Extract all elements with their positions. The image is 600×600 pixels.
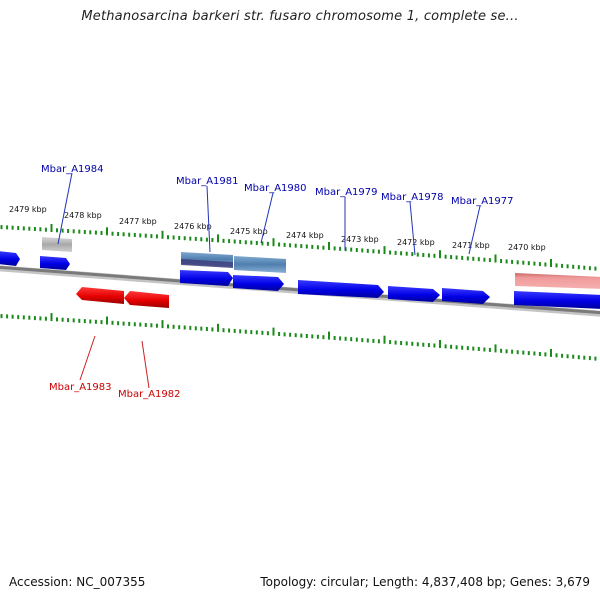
gene-arrow-mbar-a1981[interactable] xyxy=(180,270,233,286)
inner-tick-marks xyxy=(0,313,597,361)
kbp-label: 2478 kbp xyxy=(64,211,102,220)
map-title: Methanosarcina barkeri str. fusaro chrom… xyxy=(81,9,519,24)
gene-arrow-mbar-a1979[interactable] xyxy=(298,280,384,298)
gene-arrow-mbar-a1977[interactable] xyxy=(442,288,490,304)
feature-block[interactable] xyxy=(234,256,286,273)
leader-line xyxy=(57,172,73,245)
gene-arrow-mbar-a1978[interactable] xyxy=(388,286,440,302)
kbp-label: 2476 kbp xyxy=(174,222,212,231)
leader-line xyxy=(260,192,274,244)
gene-arrow-mbar-a1982[interactable] xyxy=(124,291,169,308)
outer-tick-marks xyxy=(0,224,597,271)
kbp-label: 2474 kbp xyxy=(286,231,324,240)
feature-blocks xyxy=(42,237,600,289)
gene-label-mbar-a1978[interactable]: Mbar_A1978 xyxy=(381,192,444,203)
gene-arrow-mbar-a1983[interactable] xyxy=(76,287,124,304)
forward-strand xyxy=(0,251,600,309)
forward-gene-labels: Mbar_A1984 Mbar_A1981 Mbar_A1980 Mbar_A1… xyxy=(41,164,514,256)
gene-label-mbar-a1981[interactable]: Mbar_A1981 xyxy=(176,176,239,187)
leader-line xyxy=(206,185,211,253)
topology-text: Topology: circular; Length: 4,837,408 bp… xyxy=(260,575,590,589)
reverse-gene-labels: Mbar_A1983 Mbar_A1982 xyxy=(49,335,181,400)
leader-line xyxy=(409,201,416,256)
feature-block[interactable] xyxy=(42,237,72,252)
feature-block[interactable] xyxy=(515,273,600,289)
gene-label-mbar-a1984[interactable]: Mbar_A1984 xyxy=(41,164,104,175)
kbp-label: 2473 kbp xyxy=(341,235,379,244)
kbp-scale: 2479 kbp 2478 kbp 2477 kbp 2476 kbp 2475… xyxy=(9,205,546,252)
kbp-label: 2475 kbp xyxy=(230,227,268,236)
gene-label-mbar-a1983[interactable]: Mbar_A1983 xyxy=(49,382,112,393)
gene-label-mbar-a1979[interactable]: Mbar_A1979 xyxy=(315,187,378,198)
kbp-label: 2477 kbp xyxy=(119,217,157,226)
gene-arrow[interactable] xyxy=(0,251,20,266)
kbp-label: 2470 kbp xyxy=(508,243,546,252)
accession-text: Accession: NC_007355 xyxy=(9,575,146,589)
gene-arrow-mbar-a1984[interactable] xyxy=(40,256,70,270)
leader-line xyxy=(468,205,481,255)
leader-line xyxy=(79,335,96,381)
gene-label-mbar-a1980[interactable]: Mbar_A1980 xyxy=(244,183,307,194)
kbp-label: 2472 kbp xyxy=(397,238,435,247)
gene-label-mbar-a1977[interactable]: Mbar_A1977 xyxy=(451,196,514,207)
leader-line xyxy=(141,340,150,389)
gene-label-mbar-a1982[interactable]: Mbar_A1982 xyxy=(118,389,181,400)
kbp-label: 2479 kbp xyxy=(9,205,47,214)
gene-arrow-mbar-a1980[interactable] xyxy=(233,275,284,291)
gene-arrow[interactable] xyxy=(514,291,600,309)
reverse-strand xyxy=(76,287,169,308)
feature-block xyxy=(181,259,233,268)
